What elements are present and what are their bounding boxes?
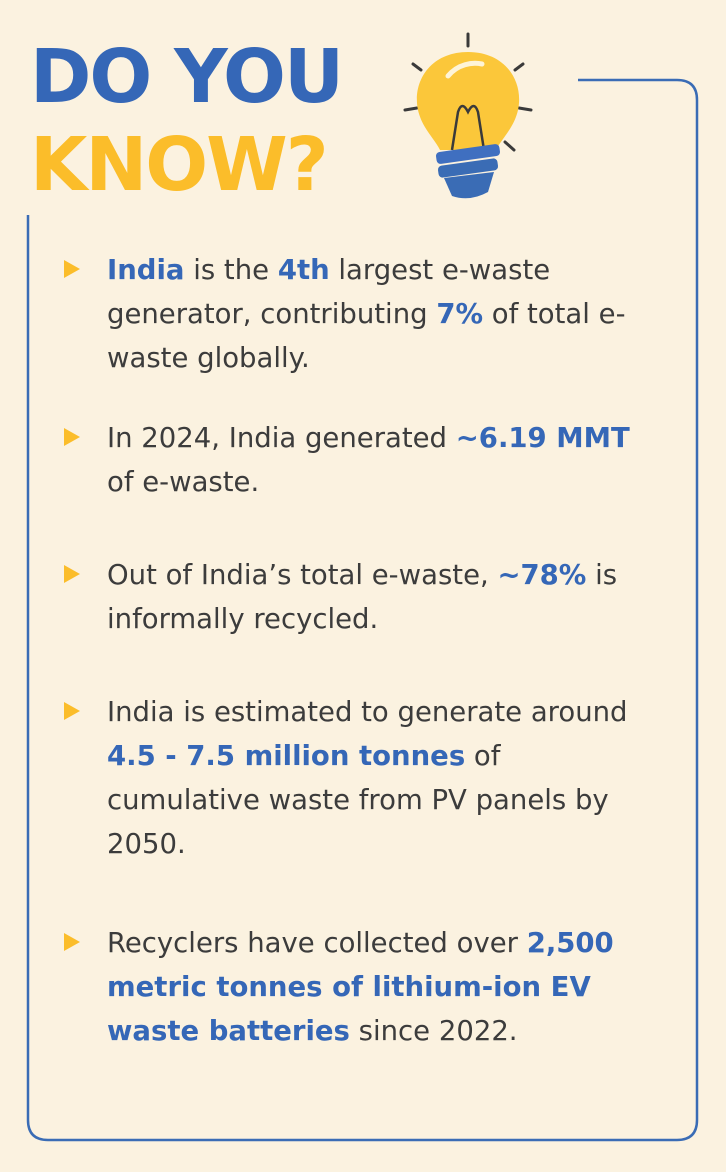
title-line: KNOW? [30,122,329,208]
highlight-text: 2,500 metric tonnes of lithium-ion EV wa… [107,927,614,1047]
body-text: of e-waste. [107,466,260,498]
body-text: Out of India’s total e-waste, [107,559,498,591]
fact-text: India is the 4th largest e-waste generat… [107,248,647,380]
body-text: of cumulative waste from PV panels by 20… [107,740,609,860]
highlight-text: India [107,254,185,286]
title-line: DO YOU [30,34,344,120]
bullet [64,428,80,446]
body-text: largest e-waste generator, contributing [107,254,551,330]
body-text: of total e-waste globally. [107,298,626,374]
body-text: In 2024, India generated [107,422,456,454]
fact-text: India is estimated to generate around 4.… [107,690,647,866]
lightbulb [403,32,533,199]
highlight-text: ~6.19 MMT [455,422,630,454]
highlight-text: 4.5 - 7.5 million tonnes [107,740,466,772]
frame [26,78,699,1142]
fact-text: Out of India’s total e-waste, ~78% is in… [107,553,647,641]
fact-text: Recyclers have collected over 2,500 metr… [107,921,647,1053]
highlight-text: 4th [277,254,330,286]
bullet [64,933,80,951]
bullet [64,702,80,720]
body-text: India is estimated to generate around [107,696,628,728]
highlight-text: 7% [436,298,484,330]
body-text: Recyclers have collected over [107,927,527,959]
body-text: is the [184,254,278,286]
highlight-text: ~78% [497,559,587,591]
bullet [64,565,80,583]
bullet [64,260,80,278]
body-text: is informally recycled. [107,559,618,635]
body-text: since 2022. [349,1015,518,1047]
fact-text: In 2024, India generated ~6.19 MMT of e-… [107,416,647,504]
